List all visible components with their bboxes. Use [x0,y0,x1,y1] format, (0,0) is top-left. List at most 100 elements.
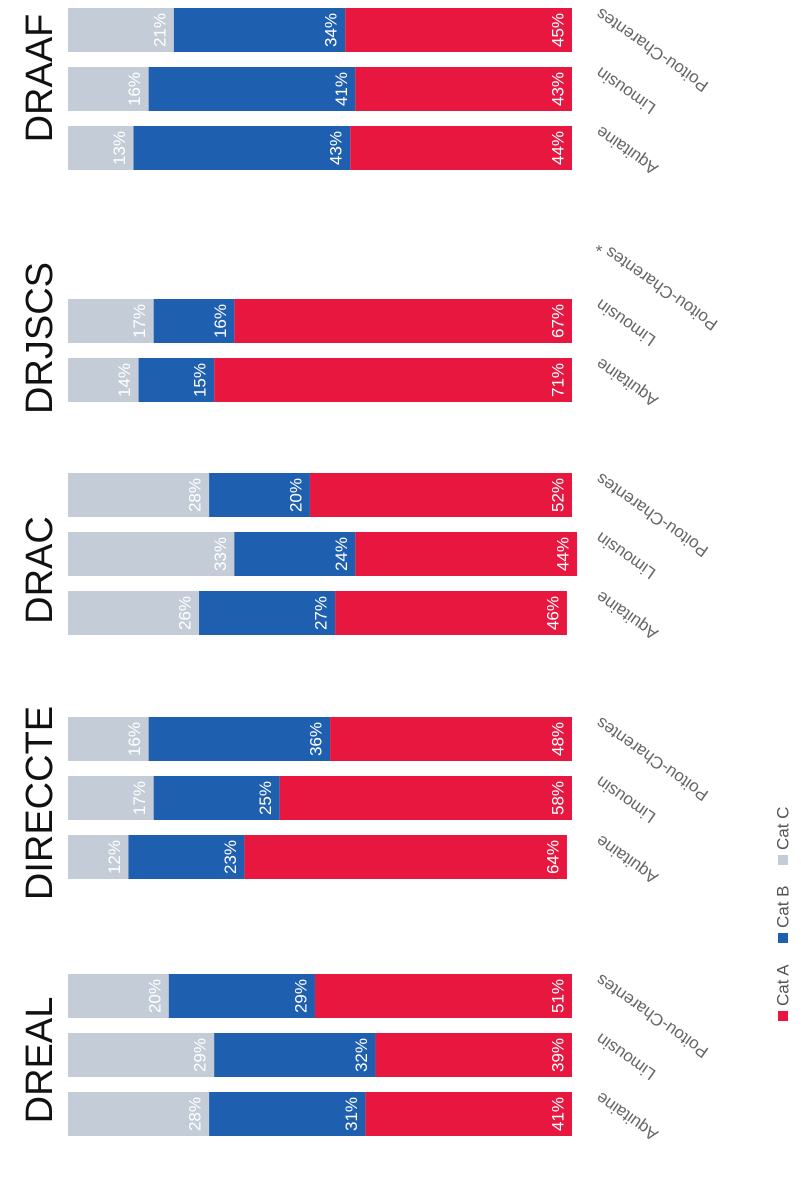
data-label: 13% [110,131,129,165]
bar-segment-cat-b [148,67,356,111]
group-title: DREAL [19,997,61,1124]
data-label: 31% [342,1097,361,1131]
legend-label: Cat B [774,885,793,928]
category-label: Limousin [593,1029,660,1084]
legend-label: Cat C [774,807,793,850]
data-label: 36% [307,722,326,756]
data-label: 41% [332,72,351,106]
data-label: 67% [549,304,568,338]
data-label: 20% [145,979,164,1013]
bar-segment-cat-c [68,974,169,1018]
bar-segment-cat-b [234,532,356,576]
bar-segment-cat-a [244,835,567,879]
data-label: 25% [256,781,275,815]
category-label: Aquitaine [593,1088,662,1144]
data-label: 26% [176,596,195,630]
bar-segment-cat-b [214,1033,376,1077]
data-label: 43% [549,72,568,106]
category-label: Limousin [593,63,660,118]
bar-segment-cat-b [148,717,331,761]
data-label: 17% [130,304,149,338]
bar-segment-cat-c [68,835,129,879]
bar-segment-cat-b [153,299,235,343]
data-label: 45% [549,13,568,47]
data-label: 33% [211,537,230,571]
bar-segment-cat-a [375,1033,572,1077]
bar-segment-cat-a [355,67,572,111]
data-label: 41% [549,1097,568,1131]
bar-segment-cat-b [138,358,215,402]
bar-segment-cat-b [199,591,336,635]
bar-segment-cat-a [365,1092,572,1136]
data-label: 39% [549,1038,568,1072]
data-label: 44% [554,537,573,571]
bar-segment-cat-c [68,473,210,517]
bar-segment-cat-c [68,358,139,402]
legend-swatch [778,1011,788,1021]
data-label: 32% [352,1038,371,1072]
data-label: 48% [549,722,568,756]
data-label: 58% [549,781,568,815]
data-label: 51% [549,979,568,1013]
bar-segment-cat-a [345,8,572,52]
legend: Cat A Cat B Cat C [774,807,793,1021]
bar-segment-cat-c [68,717,149,761]
category-label: Aquitaine [593,587,662,643]
data-label: 12% [105,840,124,874]
data-label: 20% [286,478,305,512]
data-label: 17% [130,781,149,815]
bar-segment-cat-b [209,473,310,517]
data-label: 34% [322,13,341,47]
group-title: DRJSCS [19,262,61,414]
bar-segment-cat-a [335,591,567,635]
group-title: DIRECCTE [19,706,61,900]
legend-swatch [778,855,788,865]
group-draaf: DRAAF 13% 43% 44% Aquitaine 16% 41% 43% Limousin… [19,4,712,178]
data-label: 16% [125,722,144,756]
group-drjscs: DRJSCS 14% 15% 71% Aquitaine 17% 16% 67% Limousi… [19,236,721,414]
group-direccte: DIRECCTE 12% 23% 64% Aquitaine 17% 25% 58% Limou… [19,706,712,900]
legend-swatch [778,933,788,943]
data-label: 28% [186,1097,205,1131]
bar-segment-cat-a [234,299,572,343]
data-label: 44% [549,131,568,165]
bar-segment-cat-a [350,126,572,170]
data-label: 24% [332,537,351,571]
bar-segment-cat-a [279,776,572,820]
category-label: Aquitaine [593,122,662,178]
bar-segment-cat-c [68,532,235,576]
data-label: 64% [543,840,562,874]
bar-segment-cat-b [173,8,346,52]
bar-segment-cat-b [133,126,351,170]
bar-segment-cat-c [68,8,174,52]
bar-segment-cat-c [68,299,154,343]
data-label: 29% [291,979,310,1013]
group-drac: DRAC 26% 27% 46% Aquitaine 33% 24% 44% Limousin 2… [19,469,712,643]
group-title: DRAC [19,516,61,624]
category-label: Aquitaine [593,354,662,410]
data-label: 43% [327,131,346,165]
group-dreal: DREAL 28% 31% 41% Aquitaine 29% 32% 39% Limousin… [19,970,712,1144]
bar-segment-cat-c [68,1033,215,1077]
bar-segment-cat-a [214,358,572,402]
data-label: 29% [191,1038,210,1072]
legend-label: Cat A [774,964,793,1006]
data-label: 16% [211,304,230,338]
bar-segment-cat-c [68,1092,210,1136]
bar-segment-cat-c [68,67,149,111]
group-title: DRAAF [19,14,61,143]
bar-segment-cat-a [314,974,572,1018]
bar-segment-cat-c [68,126,134,170]
data-label: 52% [549,478,568,512]
data-label: 27% [312,596,331,630]
bar-segment-cat-b [168,974,315,1018]
category-label: Limousin [593,295,660,350]
bar-segment-cat-b [128,835,245,879]
data-label: 28% [186,478,205,512]
category-label: Limousin [593,528,660,583]
category-label: Limousin [593,772,660,827]
data-label: 71% [549,363,568,397]
data-label: 14% [115,363,134,397]
category-label: Aquitaine [593,831,662,887]
